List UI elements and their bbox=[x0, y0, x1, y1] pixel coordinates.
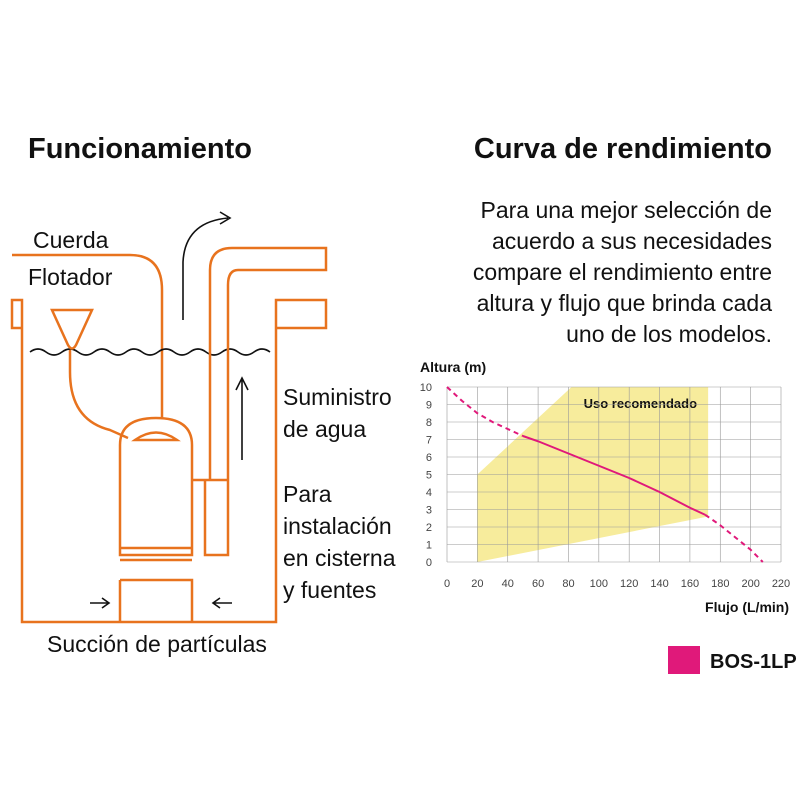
rope-label: Cuerda bbox=[33, 227, 109, 253]
y-tick-label: 10 bbox=[420, 382, 432, 394]
discharge-pipe bbox=[192, 246, 328, 557]
series-line bbox=[522, 435, 706, 516]
y-tick-label: 8 bbox=[426, 417, 432, 429]
y-tick-label: 5 bbox=[426, 470, 432, 482]
y-tick-label: 2 bbox=[426, 522, 432, 534]
legend-label: BOS-1LP bbox=[710, 651, 797, 673]
x-tick-label: 140 bbox=[650, 578, 668, 590]
section-title: Curva de rendimiento bbox=[474, 133, 772, 165]
region-label: Uso recomendado bbox=[584, 396, 697, 411]
x-tick-label: 160 bbox=[681, 578, 699, 590]
install-label: instalación bbox=[283, 513, 392, 539]
series-line bbox=[446, 386, 524, 437]
up-arrow bbox=[235, 376, 249, 460]
x-tick-label: 120 bbox=[620, 578, 638, 590]
x-tick-label: 200 bbox=[741, 578, 759, 590]
x-tick-label: 100 bbox=[590, 578, 608, 590]
y-tick-label: 9 bbox=[426, 400, 432, 412]
float-label: Flotador bbox=[28, 264, 113, 290]
suction-arrows bbox=[90, 597, 232, 609]
x-axis-label: Flujo (L/min) bbox=[705, 599, 789, 615]
section-title: Funcionamiento bbox=[28, 133, 252, 165]
x-tick-label: 220 bbox=[772, 578, 790, 590]
description-line: uno de los modelos. bbox=[566, 321, 772, 347]
tank bbox=[10, 298, 328, 624]
description-line: altura y flujo que brinda cada bbox=[477, 290, 773, 316]
install-label: Para bbox=[283, 481, 332, 507]
supply-label: Suministro bbox=[283, 384, 392, 410]
y-tick-label: 7 bbox=[426, 435, 432, 447]
description: Para una mejor selección de acuerdo a sus… bbox=[473, 197, 772, 347]
description-line: compare el rendimiento entre bbox=[473, 259, 772, 285]
y-tick-label: 4 bbox=[426, 487, 432, 499]
y-tick-label: 3 bbox=[426, 505, 432, 517]
supply-label: de agua bbox=[283, 416, 366, 442]
float bbox=[50, 308, 129, 440]
install-label: en cisterna bbox=[283, 545, 396, 571]
description-line: Para una mejor selección de bbox=[481, 197, 773, 223]
legend-swatch bbox=[668, 646, 700, 674]
x-tick-label: 180 bbox=[711, 578, 729, 590]
x-tick-label: 60 bbox=[532, 578, 544, 590]
y-tick-label: 6 bbox=[426, 452, 432, 464]
diagram: Funcionamiento Cuerda Flotador Suministr… bbox=[10, 133, 396, 657]
x-tick-label: 20 bbox=[471, 578, 483, 590]
pump bbox=[118, 416, 194, 622]
y-tick-label: 0 bbox=[426, 557, 432, 569]
x-tick-label: 80 bbox=[562, 578, 574, 590]
water-line bbox=[29, 348, 271, 356]
suction-label: Succión de partículas bbox=[47, 631, 267, 657]
outflow-arrow bbox=[182, 211, 232, 320]
install-label: y fuentes bbox=[283, 577, 376, 603]
x-tick-label: 0 bbox=[444, 578, 450, 590]
y-tick-label: 1 bbox=[426, 540, 432, 552]
rope bbox=[12, 253, 164, 418]
series-line bbox=[704, 513, 764, 563]
x-tick-label: 40 bbox=[502, 578, 514, 590]
y-axis-label: Altura (m) bbox=[420, 359, 486, 375]
description-line: acuerdo a sus necesidades bbox=[492, 228, 772, 254]
